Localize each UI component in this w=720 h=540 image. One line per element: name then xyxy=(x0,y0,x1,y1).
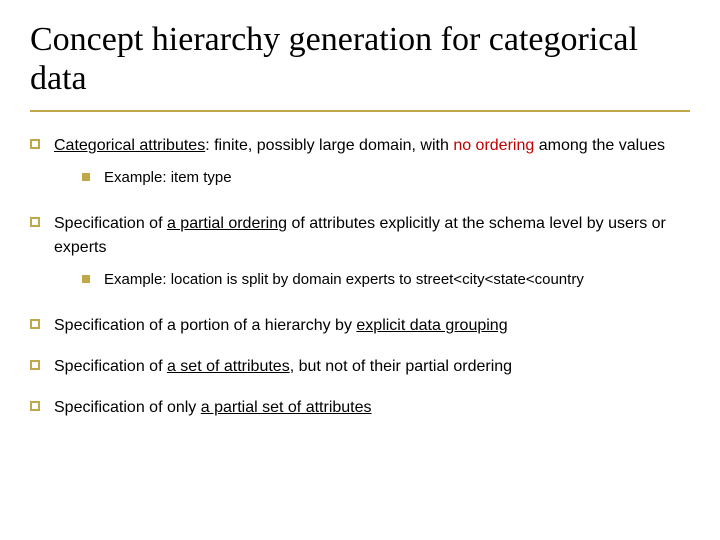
sub-list-item: Example: item type xyxy=(82,167,690,188)
text-red: no ordering xyxy=(453,137,534,154)
list-item: Specification of a partial ordering of a… xyxy=(30,212,690,295)
sub-item-text: Example: item type xyxy=(104,167,690,188)
sub-item-text: Example: location is split by domain exp… xyxy=(104,269,690,290)
list-item: Categorical attributes: finite, possibly… xyxy=(30,134,690,194)
text-post: among the values xyxy=(534,137,665,154)
list-item: Specification of a set of attributes, bu… xyxy=(30,355,690,378)
sub-list: Example: item type xyxy=(82,167,690,188)
slide-title: Concept hierarchy generation for categor… xyxy=(30,20,690,98)
text-mid: : finite, possibly large domain, with xyxy=(205,137,453,154)
text-mid: , but not of their partial ordering xyxy=(290,358,512,375)
text-underline: a partial set of attributes xyxy=(201,399,372,416)
sub-list: Example: location is split by domain exp… xyxy=(82,269,690,290)
text-pre: Specification of xyxy=(54,358,167,375)
bullet-list: Categorical attributes: finite, possibly… xyxy=(30,134,690,419)
square-outline-icon xyxy=(30,217,40,227)
square-outline-icon xyxy=(30,139,40,149)
text-pre: Specification of only xyxy=(54,399,201,416)
sub-list-item: Example: location is split by domain exp… xyxy=(82,269,690,290)
square-outline-icon xyxy=(30,401,40,411)
list-item: Specification of a portion of a hierarch… xyxy=(30,314,690,337)
square-fill-icon xyxy=(82,173,90,181)
square-outline-icon xyxy=(30,360,40,370)
square-outline-icon xyxy=(30,319,40,329)
list-item-body: Specification of a set of attributes, bu… xyxy=(54,355,690,378)
square-fill-icon xyxy=(82,275,90,283)
title-underline xyxy=(30,110,690,112)
text-underline: Categorical attributes xyxy=(54,137,205,154)
list-item: Specification of only a partial set of a… xyxy=(30,396,690,419)
list-item-body: Specification of only a partial set of a… xyxy=(54,396,690,419)
list-item-body: Specification of a partial ordering of a… xyxy=(54,212,690,295)
list-item-body: Categorical attributes: finite, possibly… xyxy=(54,134,690,194)
text-pre: Specification of a portion of a hierarch… xyxy=(54,317,356,334)
text-pre: Specification of xyxy=(54,215,167,232)
text-underline: a set of attributes xyxy=(167,358,290,375)
text-underline: explicit data grouping xyxy=(356,317,507,334)
list-item-body: Specification of a portion of a hierarch… xyxy=(54,314,690,337)
text-underline: a partial ordering xyxy=(167,215,287,232)
